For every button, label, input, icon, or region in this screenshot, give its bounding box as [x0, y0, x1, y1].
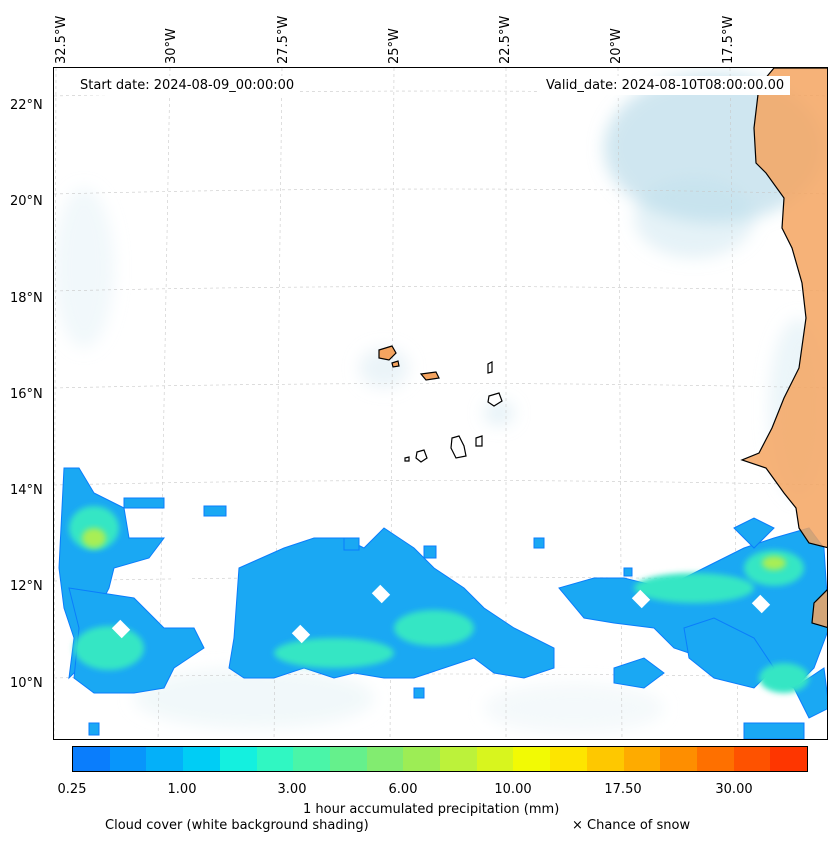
- colorbar-swatch-5: [256, 747, 294, 771]
- colorbar-swatch-9: [403, 747, 441, 771]
- lat-label-10n: 10°N: [10, 676, 43, 691]
- colorbar-swatch-10: [440, 747, 477, 771]
- snow-chance-note: × Chance of snow: [572, 818, 691, 833]
- lon-label-32-5w: 32.5°W: [54, 15, 69, 64]
- precipitation-colorbar: [72, 746, 808, 772]
- colorbar-tick-1-00: 1.00: [167, 782, 197, 797]
- lon-label-30w: 30°W: [164, 28, 179, 64]
- colorbar-swatch-1: [109, 747, 147, 771]
- colorbar-swatch-0: [73, 747, 110, 771]
- colorbar-swatch-12: [513, 747, 551, 771]
- colorbar-tick-3-00: 3.00: [277, 782, 307, 797]
- precipitation-layer: [58, 467, 827, 739]
- colorbar-tick-10-00: 10.00: [494, 782, 532, 797]
- lat-label-14n: 14°N: [10, 483, 43, 498]
- colorbar-swatch-18: [733, 747, 771, 771]
- colorbar-swatch-4: [219, 747, 257, 771]
- colorbar-swatch-6: [293, 747, 330, 771]
- colorbar-tick-30-00: 30.00: [715, 782, 753, 797]
- island-boa-vista: [487, 392, 503, 407]
- map-canvas: [54, 68, 827, 739]
- lat-label-20n: 20°N: [10, 194, 43, 209]
- lat-label-16n: 16°N: [10, 387, 43, 402]
- colorbar-swatch-7: [329, 747, 367, 771]
- colorbar-swatch-3: [183, 747, 220, 771]
- colorbar-swatch-8: [366, 747, 404, 771]
- island-sao-nicolau: [419, 371, 440, 381]
- colorbar-tick-0-25: 0.25: [57, 782, 87, 797]
- lon-label-20w: 20°W: [609, 28, 624, 64]
- map-panel[interactable]: Start date: 2024-08-09_00:00:00 Valid_da…: [53, 67, 828, 740]
- lat-label-18n: 18°N: [10, 291, 43, 306]
- colorbar-swatch-17: [696, 747, 734, 771]
- lat-label-12n: 12°N: [10, 579, 43, 594]
- lon-label-17-5w: 17.5°W: [721, 15, 736, 64]
- colorbar-swatch-14: [586, 747, 624, 771]
- island-santiago: [450, 435, 467, 459]
- island-brava: [404, 456, 410, 462]
- mainland-africa: [740, 68, 827, 629]
- cloud-cover-note: Cloud cover (white background shading): [105, 818, 369, 833]
- island-sao-vicente: [391, 360, 400, 368]
- lon-label-22-5w: 22.5°W: [498, 15, 513, 64]
- colorbar-swatch-2: [146, 747, 184, 771]
- colorbar-tick-6-00: 6.00: [388, 782, 418, 797]
- colorbar-swatch-16: [660, 747, 697, 771]
- lat-label-22n: 22°N: [10, 98, 43, 113]
- lon-label-27-5w: 27.5°W: [276, 15, 291, 64]
- island-sal: [487, 361, 493, 374]
- island-maio: [475, 435, 483, 447]
- colorbar-title: 1 hour accumulated precipitation (mm): [303, 802, 560, 817]
- colorbar-swatch-15: [623, 747, 661, 771]
- island-fogo: [415, 449, 428, 463]
- lon-label-25w: 25°W: [387, 28, 402, 64]
- colorbar-swatch-19: [770, 747, 808, 771]
- colorbar-swatch-11: [476, 747, 514, 771]
- colorbar-tick-17-50: 17.50: [604, 782, 642, 797]
- island-santo-antao: [378, 345, 397, 361]
- land-layer: [378, 68, 827, 629]
- colorbar-swatch-13: [550, 747, 587, 771]
- start-date-label: Start date: 2024-08-09_00:00:00: [74, 76, 301, 95]
- valid-date-label: Valid_date: 2024-08-10T08:00:00.00: [540, 76, 791, 95]
